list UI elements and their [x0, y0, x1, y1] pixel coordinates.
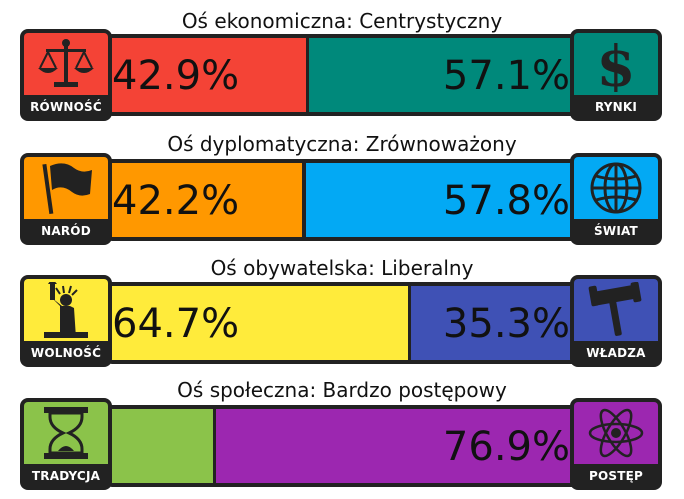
globe-icon [590, 162, 642, 214]
bar-segment-right [308, 38, 576, 112]
icon-box-left: RÓWNOŚĆ [20, 29, 112, 121]
bar-segment-right [410, 286, 576, 360]
icon-box-left: TRADYCJA [20, 398, 112, 490]
icon-face [574, 157, 658, 219]
gavel-icon [588, 282, 642, 336]
icon-face [574, 279, 658, 341]
percent-right: 57.1% [442, 53, 570, 99]
dollar-icon: $ [597, 36, 636, 92]
icon-label: NARÓD [41, 224, 91, 238]
icon-label: RÓWNOŚĆ [30, 100, 102, 114]
axis-title: Oś dyplomatyczna: Zrównoważony [167, 132, 517, 156]
bar-segment-left [108, 38, 309, 112]
axis-bar: 76.9% [108, 405, 576, 487]
svg-text:$: $ [597, 36, 636, 92]
icon-label: WŁADZA [586, 346, 646, 360]
axis-bar: 64.7% 35.3% [108, 282, 576, 364]
percent-left: 64.7% [112, 301, 240, 347]
axis-title: Oś ekonomiczna: Centrystyczny [181, 9, 503, 33]
axis-title: Oś społeczna: Bardzo postępowy [177, 378, 507, 402]
icon-face [24, 33, 108, 95]
icon-box-right: ŚWIAT [570, 153, 662, 245]
percent-left: 42.9% [112, 53, 240, 99]
percent-right: 57.8% [442, 178, 570, 224]
icon-box-left: WOLNOŚĆ [20, 275, 112, 367]
flag-icon [42, 163, 92, 215]
bar-segment-right [216, 409, 576, 483]
axis-bar: 42.9% 57.1% [108, 34, 576, 116]
icon-face [24, 279, 108, 341]
icon-label: TRADYCJA [31, 469, 101, 483]
icon-face: $ [574, 33, 658, 95]
bar-segment-left [108, 163, 306, 237]
axis-title: Oś obywatelska: Liberalny [210, 256, 474, 280]
icon-box-right: WŁADZA [570, 275, 662, 367]
bar-segment-right [305, 163, 576, 237]
bar-segment-left [108, 409, 217, 483]
bar-segment-left [108, 286, 411, 360]
icon-box-left: NARÓD [20, 153, 112, 245]
icon-label: ŚWIAT [594, 224, 638, 238]
liberty-icon [44, 282, 88, 338]
icon-label: RYNKI [594, 100, 638, 114]
icon-face [574, 402, 658, 464]
icon-face [24, 402, 108, 464]
percent-left: 42.2% [112, 178, 240, 224]
scales-icon [38, 39, 94, 87]
axis-bar: 42.2% 57.8% [108, 159, 576, 241]
icon-label: POSTĘP [588, 469, 644, 483]
percent-right: 35.3% [442, 301, 570, 347]
percent-right: 76.9% [442, 424, 570, 470]
icon-label: WOLNOŚĆ [30, 346, 102, 360]
icon-box-right: POSTĘP [570, 398, 662, 490]
hourglass-icon [44, 407, 88, 459]
icon-face [24, 157, 108, 219]
icon-box-right: $ RYNKI [570, 29, 662, 121]
atom-icon [588, 408, 644, 458]
